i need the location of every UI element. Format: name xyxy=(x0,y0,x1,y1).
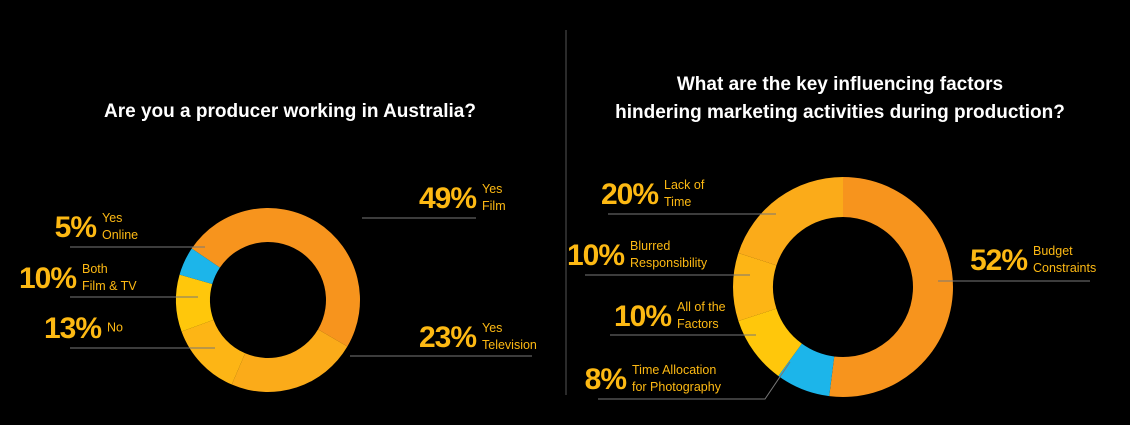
donut-slice xyxy=(181,319,246,385)
slice-label: No xyxy=(107,320,123,334)
chart-title: What are the key influencing factors xyxy=(677,74,1003,95)
donut-slice xyxy=(231,329,348,392)
slice-label: Both xyxy=(82,262,108,276)
value-label: 8% xyxy=(585,363,627,396)
slice-label: Film xyxy=(482,199,506,213)
value-label: 52% xyxy=(970,244,1027,277)
value-label: 49% xyxy=(419,182,476,215)
slice-label: Factors xyxy=(677,317,719,331)
donut-slice xyxy=(738,308,802,376)
slice-label: Online xyxy=(102,228,138,242)
slice-label: Yes xyxy=(482,321,502,335)
chart-title: Are you a producer working in Australia? xyxy=(104,101,476,122)
donut-slice xyxy=(829,177,953,397)
slice-label: Responsibility xyxy=(630,256,708,270)
slice-label: Time xyxy=(664,195,691,209)
slice-label: Lack of xyxy=(664,178,705,192)
slice-label: All of the xyxy=(677,300,726,314)
slice-label: Yes xyxy=(482,182,502,196)
donut-slice xyxy=(175,274,214,332)
slice-label: Television xyxy=(482,338,537,352)
slice-label: Constraints xyxy=(1033,261,1096,275)
value-label: 10% xyxy=(19,262,76,295)
value-label: 10% xyxy=(614,300,671,333)
donut-slice xyxy=(191,208,360,347)
value-label: 5% xyxy=(55,211,97,244)
slice-label: Film & TV xyxy=(82,279,137,293)
slice-label: for Photography xyxy=(632,380,722,394)
slice-label: Budget xyxy=(1033,244,1073,258)
value-label: 20% xyxy=(601,178,658,211)
donut-slice xyxy=(738,177,843,266)
leader-line xyxy=(598,361,791,400)
slice-label: Time Allocation xyxy=(632,363,716,377)
donut-slice xyxy=(179,248,220,285)
donut-slice xyxy=(778,343,835,397)
slice-label: Blurred xyxy=(630,239,670,253)
slice-label: Yes xyxy=(102,211,122,225)
chart-title: hindering marketing activities during pr… xyxy=(615,102,1065,123)
donut-slice xyxy=(732,253,777,321)
value-label: 13% xyxy=(44,312,101,345)
value-label: 23% xyxy=(419,321,476,354)
value-label: 10% xyxy=(567,239,624,272)
